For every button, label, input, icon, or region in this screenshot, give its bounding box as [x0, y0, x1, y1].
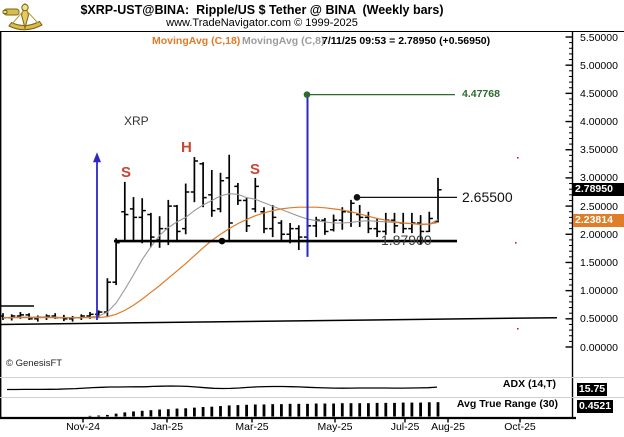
- x-axis-month-label: Nov-24: [66, 421, 100, 433]
- atr-bar: [201, 407, 205, 417]
- red-dot-marker: [517, 328, 519, 330]
- atr-bar: [401, 402, 405, 417]
- atr-bar: [210, 406, 214, 417]
- atr-bar: [384, 402, 388, 417]
- atr-bar: [123, 412, 127, 417]
- atr-bar: [106, 414, 109, 417]
- atr-bar: [332, 403, 335, 417]
- y-axis-tick-label: 1.00000: [580, 285, 618, 298]
- level-price-label[interactable]: 2.65500: [462, 188, 513, 205]
- x-axis-month-label: Oct-25: [504, 421, 536, 433]
- atr-bar: [88, 415, 92, 417]
- atr-bar: [314, 403, 318, 417]
- atr-bar: [166, 409, 170, 417]
- atr-bar: [236, 405, 240, 417]
- shoulder-head-label[interactable]: H: [181, 139, 192, 156]
- adx-line: [7, 385, 438, 391]
- level-line-handle-dot: [303, 91, 311, 98]
- y-axis-tick-label: 4.50000: [580, 87, 618, 100]
- y-axis-tick-label: 5.50000: [580, 31, 618, 44]
- atr-bar: [97, 415, 101, 417]
- x-axis-month-label: Jul-25: [390, 421, 420, 433]
- price-tag: 2.23814: [573, 214, 624, 228]
- level-line-handle-dot: [353, 194, 361, 201]
- x-axis-month-label: Jan-25: [150, 421, 184, 433]
- atr-bar: [297, 403, 301, 417]
- adx-atr-separator: [0, 397, 624, 398]
- red-dot-marker: [515, 242, 517, 244]
- header-divider: [0, 31, 624, 32]
- atr-bar: [358, 403, 362, 417]
- atr-bar: [280, 404, 283, 417]
- atr-bar: [149, 410, 153, 417]
- atr-bar: [427, 402, 431, 417]
- y-axis-tick-label: 2.50000: [580, 200, 618, 213]
- x-axis-month-label: Mar-25: [235, 421, 269, 433]
- atr-bar: [375, 402, 379, 417]
- atr-label[interactable]: Avg True Range (30): [456, 398, 558, 410]
- atr-bar: [306, 403, 309, 417]
- atr-bar: [393, 402, 396, 417]
- atr-bar: [419, 402, 422, 417]
- y-axis-tick-label: 3.00000: [580, 172, 618, 185]
- chart-subtitle: www.TradeNavigator.com © 1999-2025: [166, 17, 358, 29]
- ma18-line: [3, 206, 439, 319]
- level-price-label[interactable]: 1.87900: [381, 232, 432, 249]
- atr-bar: [288, 403, 292, 417]
- legend-quote-status: 7/11/25 09:53 = 2.78950 (+0.56950): [322, 35, 491, 47]
- atr-bar: [367, 403, 370, 417]
- atr-bar: [340, 403, 344, 417]
- y-axis-tick-label: 0.00000: [580, 341, 618, 354]
- atr-bar: [349, 403, 353, 417]
- atr-bar: [193, 407, 196, 417]
- y-axis-tick-label: 3.50000: [580, 144, 618, 157]
- level-line-handle-dot: [218, 237, 226, 245]
- adx-label[interactable]: ADX (14,T): [502, 378, 556, 390]
- x-axis-month-label: May-25: [317, 421, 353, 433]
- atr-bar: [323, 403, 327, 417]
- atr-bar: [158, 409, 161, 417]
- x-axis-month-label: Aug-25: [431, 421, 465, 433]
- genesisft-logo-icon: [2, 2, 43, 31]
- adx-value-tag: 15.75: [577, 383, 607, 396]
- flat-trendline: [0, 316, 558, 326]
- atr-bar: [175, 408, 179, 417]
- atr-bar: [253, 404, 257, 417]
- atr-bar: [410, 402, 414, 417]
- up-arrow-head: [93, 152, 101, 163]
- ma8-line: [3, 193, 439, 319]
- atr-bar: [227, 405, 231, 417]
- shoulder-head-label[interactable]: S: [121, 164, 132, 181]
- atr-value-tag: 0.4521: [577, 400, 613, 413]
- atr-bar: [436, 402, 440, 417]
- atr-bar: [132, 411, 135, 417]
- atr-bar: [140, 410, 144, 417]
- red-dot-marker: [517, 157, 519, 159]
- level-price-label[interactable]: 4.47768: [462, 88, 500, 101]
- y-axis-tick-label: 1.50000: [580, 256, 618, 269]
- chart-title: $XRP-UST@BINA: Ripple/US $ Tether @ BINA…: [80, 3, 444, 17]
- atr-bar: [245, 404, 248, 417]
- y-axis-tick-label: 2.00000: [580, 228, 618, 241]
- atr-bar: [114, 413, 118, 417]
- copyright-watermark: © GenesisFT: [6, 358, 63, 369]
- y-axis-tick-label: 4.00000: [580, 116, 618, 129]
- legend-ma8[interactable]: MovingAvg (C,8): [242, 35, 325, 47]
- atr-bar: [184, 408, 188, 417]
- price-adx-separator: [0, 377, 624, 378]
- y-axis-tick-label: 0.50000: [580, 313, 618, 326]
- legend-ma18[interactable]: MovingAvg (C,18): [152, 35, 241, 47]
- atr-bar: [219, 406, 222, 417]
- shoulder-head-label[interactable]: S: [250, 161, 261, 178]
- symbol-label[interactable]: XRP: [124, 114, 149, 128]
- atr-bar: [262, 404, 266, 417]
- y-axis-tick-label: 5.00000: [580, 59, 618, 72]
- atr-bar: [271, 404, 275, 417]
- price-tag: 2.78950: [573, 183, 624, 197]
